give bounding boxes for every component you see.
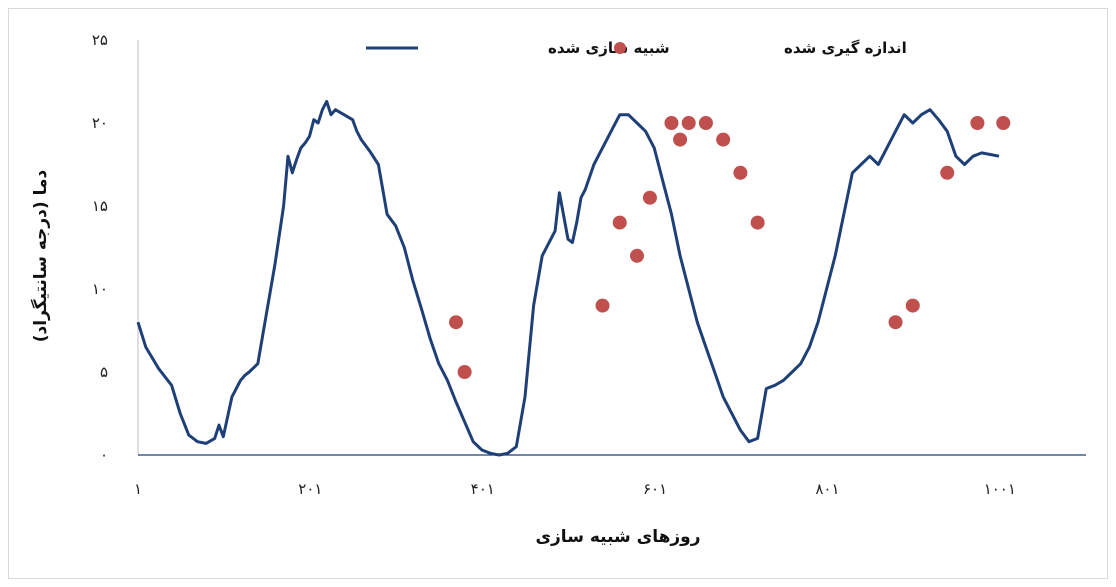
- y-tick-label: ۵: [100, 363, 108, 381]
- chart-frame: [8, 8, 1108, 579]
- measured-point: [629, 248, 644, 263]
- x-tick-label: ۴۰۱: [471, 480, 495, 498]
- legend: شبیه سازی شده اندازه گیری شده: [366, 39, 907, 57]
- x-tick-label: ۸۰۱: [815, 480, 839, 498]
- y-tick-label: ۲۵: [92, 31, 108, 49]
- points-layer: [449, 116, 1011, 379]
- x-tick-label: ۲۰۱: [298, 480, 322, 498]
- measured-point: [750, 215, 765, 230]
- y-axis-title: دما (درجه سانتیگراد): [30, 170, 51, 343]
- measured-point: [888, 315, 903, 330]
- series-layer: [136, 99, 1000, 457]
- x-axis-title: روزهای شبیه سازی: [535, 527, 700, 547]
- x-tick-label: ۶۰۱: [643, 480, 667, 498]
- measured-point: [970, 116, 985, 130]
- y-tick-label: ۲۰: [92, 114, 108, 132]
- measured-point: [642, 190, 657, 205]
- y-tick-label: ۱۵: [92, 197, 108, 215]
- measured-point: [733, 165, 748, 180]
- measured-point: [457, 365, 472, 379]
- measured-point: [612, 215, 627, 230]
- measured-point: [996, 116, 1011, 130]
- y-tick-label: ۱۰: [92, 280, 108, 298]
- legend-label-simulated: شبیه سازی شده: [548, 39, 670, 57]
- measured-point: [673, 132, 688, 147]
- measured-point: [940, 165, 955, 180]
- x-tick-label: ۱۰۰۱: [984, 480, 1016, 498]
- measured-point: [681, 116, 696, 130]
- y-tick-label: ۰: [100, 446, 108, 464]
- measured-point: [698, 116, 713, 130]
- legend-marker-measured: [614, 42, 626, 54]
- measured-point: [716, 132, 731, 147]
- measured-point: [905, 298, 920, 313]
- measured-point: [664, 116, 679, 130]
- x-tick-label: ۱: [134, 480, 142, 498]
- legend-label-measured: اندازه گیری شده: [784, 39, 907, 57]
- series-line-simulated: [136, 99, 1000, 457]
- measured-point: [595, 298, 610, 313]
- measured-point: [449, 315, 464, 330]
- axes-layer: ۰ ۵ ۱۰ ۱۵ ۲۰ ۲۵ ۱ ۲۰۱ ۴۰۱ ۶۰۱ ۸۰۱ ۱۰۰۱: [92, 31, 1086, 498]
